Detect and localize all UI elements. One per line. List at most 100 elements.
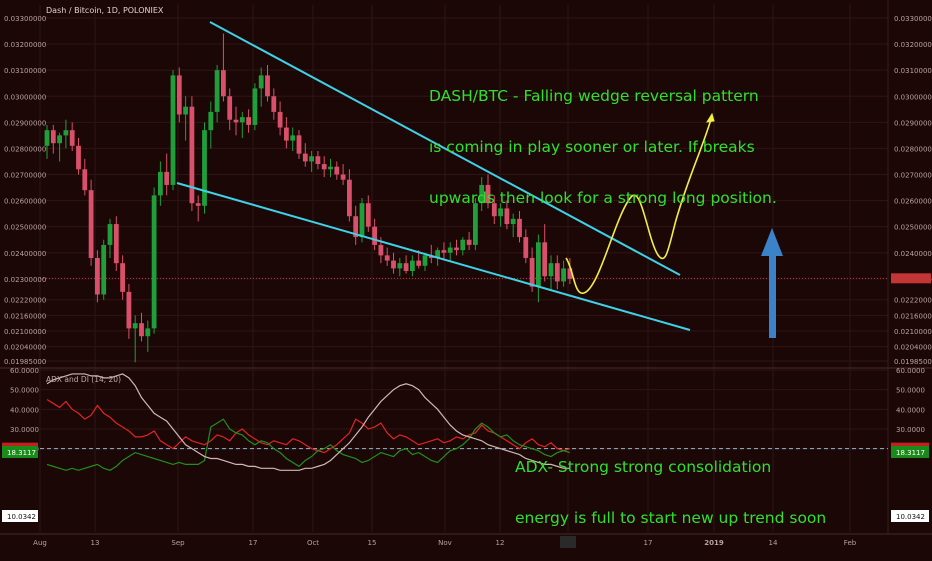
projected-path-arrowhead xyxy=(706,112,715,123)
candle-body xyxy=(334,166,340,175)
right-price-tick-label: 0.02500000 xyxy=(894,224,932,232)
left-price-tick-label: 0.03100000 xyxy=(4,67,46,75)
candle-body xyxy=(277,111,283,128)
adx-series-di_minus xyxy=(46,418,571,471)
candle-body xyxy=(542,242,548,277)
candle-body xyxy=(284,127,289,141)
right-price-tick-label: 0.02800000 xyxy=(894,145,932,153)
candle-body xyxy=(498,208,503,217)
right-adx-tick-label: 30.0000 xyxy=(896,426,925,434)
candle-body xyxy=(567,268,573,279)
left-price-tick-label: 0.03200000 xyxy=(4,41,46,49)
candle-body xyxy=(410,260,415,272)
last-price-badge xyxy=(891,273,931,284)
wedge-annotation-line-3: upwards then look for a strong long posi… xyxy=(429,189,777,207)
time-tick-label: 12 xyxy=(496,539,505,547)
candle-body xyxy=(113,224,119,264)
adx-title: ADX and DI (14, 20) xyxy=(46,375,121,384)
candle-body xyxy=(454,247,459,251)
left-adx-tick-label: 30.0000 xyxy=(10,426,39,434)
candle-body xyxy=(265,75,270,97)
adx-annotation: ADX- Strong strong consolidation energy … xyxy=(515,425,826,561)
right-badge-label-di_minus: 18.3117 xyxy=(896,449,925,457)
right-price-tick-label: 0.02040000 xyxy=(894,344,932,352)
candle-body xyxy=(441,250,447,253)
left-price-tick-label: 0.02220000 xyxy=(4,297,46,305)
time-tick-label: 13 xyxy=(91,539,100,547)
candle-body xyxy=(517,218,522,238)
candle-body xyxy=(164,171,170,185)
candle-body xyxy=(447,247,453,253)
candle-body xyxy=(63,130,69,136)
candle-body xyxy=(309,156,314,162)
candle-body xyxy=(126,291,132,329)
right-price-tick-label: 0.02220000 xyxy=(894,297,932,305)
candle-body xyxy=(397,263,403,269)
candle-body xyxy=(365,203,371,227)
candle-body xyxy=(510,218,516,225)
adx-annotation-line-1: ADX- Strong strong consolidation xyxy=(515,458,772,476)
candle-body xyxy=(561,268,566,282)
candle-body xyxy=(328,166,333,170)
left-price-tick-label: 0.02900000 xyxy=(4,119,46,127)
candle-body xyxy=(82,169,88,191)
candle-body xyxy=(151,195,157,329)
left-adx-tick-label: 60.0000 xyxy=(10,367,39,375)
candle-body xyxy=(554,263,560,282)
candle-body xyxy=(120,263,125,292)
candle-body xyxy=(359,203,365,238)
time-tick-label: Aug xyxy=(33,539,47,547)
candle-body xyxy=(183,106,188,115)
candle-body xyxy=(50,130,56,144)
candle-body xyxy=(107,224,113,245)
left-badge-label-di_minus: 18.3117 xyxy=(7,449,36,457)
candle-body xyxy=(302,153,308,162)
left-badge-label-adx: 10.0342 xyxy=(7,513,36,521)
candle-body xyxy=(321,164,327,170)
candle-body xyxy=(347,179,352,217)
right-adx-tick-label: 50.0000 xyxy=(896,387,925,395)
candle-body xyxy=(76,145,81,170)
time-tick-label: 17 xyxy=(249,539,258,547)
candle-body xyxy=(391,260,396,269)
right-price-tick-label: 0.02700000 xyxy=(894,172,932,180)
candle-body xyxy=(246,117,251,125)
left-price-tick-label: 0.02600000 xyxy=(4,198,46,206)
candle-body xyxy=(202,130,207,206)
wedge-upper-trendline xyxy=(209,21,681,276)
candle-body xyxy=(170,75,176,185)
right-badge-adx xyxy=(891,510,929,522)
right-price-tick-label: 0.03300000 xyxy=(894,15,932,23)
left-price-tick-label: 0.02500000 xyxy=(4,224,46,232)
candle-body xyxy=(548,263,554,277)
left-price-tick-label: 0.03000000 xyxy=(4,93,46,101)
time-tick-label: Oct xyxy=(307,539,319,547)
right-price-tick-label: 0.01985000 xyxy=(894,358,932,366)
candle-body xyxy=(57,135,62,144)
candle-body xyxy=(296,135,302,154)
candle-body xyxy=(485,184,491,204)
right-price-tick-label: 0.03200000 xyxy=(894,41,932,49)
candle-body xyxy=(378,244,384,256)
candle-body xyxy=(145,328,151,337)
candle-body xyxy=(271,96,277,112)
time-tick-label: 2019 xyxy=(704,539,724,547)
candle-body xyxy=(208,111,214,131)
candle-body xyxy=(460,239,466,251)
candle-body xyxy=(258,75,264,89)
right-badge-label-adx: 10.0342 xyxy=(896,513,925,521)
candle-body xyxy=(221,70,226,97)
candle-body xyxy=(214,70,220,112)
left-price-tick-label: 0.02700000 xyxy=(4,172,46,180)
candle-body xyxy=(523,237,529,258)
left-badge-di_minus xyxy=(2,445,38,458)
time-tick-label: Nov xyxy=(438,539,452,547)
adx-annotation-line-2: energy is full to start new up trend soo… xyxy=(515,509,827,527)
candle-body xyxy=(435,250,440,258)
candle-body xyxy=(139,323,144,337)
left-price-tick-label: 0.02160000 xyxy=(4,312,46,320)
candle-body xyxy=(95,257,100,295)
candle-body xyxy=(529,257,535,287)
